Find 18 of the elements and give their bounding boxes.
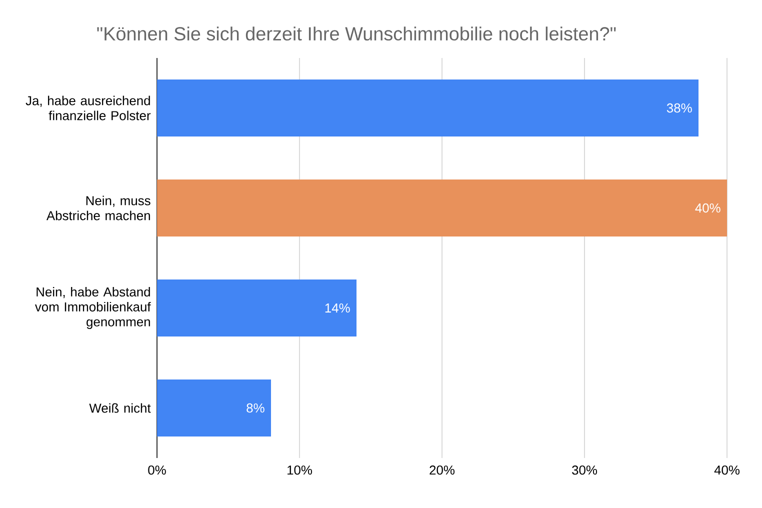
y-tick-label: Nein, habe Abstand vom Immobilienkauf genommen [34, 287, 151, 329]
x-tick-label: 20% [430, 466, 455, 475]
bar [157, 80, 699, 137]
y-tick-label: Weiß nicht [89, 403, 151, 413]
bar [157, 380, 271, 437]
x-tick-label: 30% [572, 466, 598, 475]
y-tick-label: Ja, habe ausreichend finanzielle Polster [26, 96, 151, 120]
chart-title: "Können Sie sich derzeit Ihre Wunschimmobilie noch leisten?" [97, 26, 616, 41]
y-tick-label: Nein, muss Abstriche machen [46, 196, 150, 220]
data-label: 14% [325, 303, 350, 313]
data-label: 8% [246, 403, 264, 413]
x-tick-label: 40% [714, 466, 740, 475]
x-tick-label: 0% [148, 466, 166, 475]
bar [157, 280, 357, 337]
data-label: 40% [695, 203, 720, 213]
data-label: 38% [666, 103, 692, 113]
x-tick-label: 10% [288, 466, 312, 475]
bar [157, 180, 728, 237]
